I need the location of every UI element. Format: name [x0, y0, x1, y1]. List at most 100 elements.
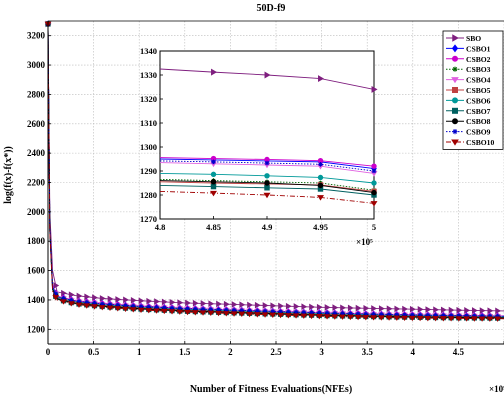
data-point: [153, 308, 160, 314]
data-point: [408, 315, 416, 322]
data-point: [114, 306, 122, 312]
data-point: [60, 299, 67, 305]
data-point: [317, 310, 322, 316]
data-point: [84, 293, 91, 301]
data-point: [98, 305, 106, 311]
data-point: [115, 296, 122, 303]
data-point: [131, 303, 136, 309]
y-tick-label: 2600: [27, 119, 46, 129]
inset-data-point: [371, 180, 377, 186]
data-point: [247, 301, 253, 309]
inset-data-point: [210, 179, 217, 185]
data-point: [137, 307, 145, 314]
data-point: [331, 314, 339, 320]
data-point: [494, 316, 501, 322]
data-point: [129, 307, 137, 313]
inset-chart: 1270 1280 1290 1300 1310 1320 1330 1340 4.8 4.85 4…: [140, 46, 378, 247]
data-point: [385, 315, 393, 321]
data-point: [455, 316, 463, 322]
data-point: [246, 311, 253, 318]
data-point: [308, 313, 315, 320]
data-point: [355, 304, 362, 312]
data-point: [378, 305, 385, 312]
data-point: [207, 310, 215, 316]
data-point: [254, 301, 261, 309]
legend-label: CSBO2: [466, 55, 491, 64]
data-point: [91, 304, 98, 310]
data-point: [339, 314, 346, 320]
data-point: [324, 304, 331, 311]
data-point: [363, 304, 370, 312]
data-point: [84, 300, 89, 305]
data-point: [61, 296, 66, 301]
y-axis-label: log(f(x)-f(x*)): [3, 146, 14, 204]
data-point: [278, 309, 283, 314]
y-tick-label: 1800: [27, 236, 46, 246]
data-point: [440, 306, 447, 314]
data-point: [277, 312, 284, 319]
inset-data-point: [317, 195, 324, 201]
x-tick-label: 4: [411, 347, 416, 357]
data-point: [199, 310, 207, 316]
x-tick-label: 3.5: [362, 347, 374, 357]
data-point: [394, 305, 401, 313]
data-point: [92, 294, 98, 301]
data-point: [424, 315, 432, 322]
inset-y-tick-label: 1290: [140, 166, 157, 176]
data-point: [200, 300, 207, 307]
inset-data-point: [264, 185, 270, 191]
data-point: [161, 298, 168, 306]
data-point: [463, 316, 470, 322]
y-tick-label: 1600: [27, 266, 46, 276]
inset-y-tick-label: 1310: [140, 118, 157, 128]
data-point: [239, 308, 244, 313]
inset-y-tick-label: 1280: [140, 190, 157, 200]
inset-data-point: [211, 68, 218, 76]
data-point: [169, 305, 175, 311]
series-markers-sbo: [45, 20, 502, 315]
data-point: [208, 300, 215, 308]
data-point: [230, 311, 238, 317]
data-point: [409, 305, 416, 313]
legend-label: CSBO9: [466, 128, 491, 137]
data-point: [486, 316, 494, 322]
data-point: [138, 304, 144, 309]
inset-data-point: [210, 183, 217, 190]
data-point: [76, 292, 83, 300]
x-tick-label: 0: [46, 347, 51, 357]
inset-data-point: [318, 161, 323, 167]
data-point: [123, 296, 129, 304]
data-point: [439, 316, 447, 322]
y-tick-label: 1400: [27, 295, 46, 305]
data-point: [278, 302, 285, 310]
data-point: [402, 305, 409, 313]
data-point: [495, 307, 502, 315]
legend-label: CSBO5: [466, 86, 491, 95]
data-point: [316, 303, 323, 311]
legend-marker: [451, 107, 458, 114]
inset-data-point: [210, 190, 217, 197]
data-point: [269, 312, 277, 318]
data-point: [340, 304, 347, 312]
inset-x-tick-label: 4.85: [206, 222, 221, 232]
y-tick-label: 2200: [27, 178, 46, 188]
data-point: [332, 304, 339, 311]
y-tick-label: 2000: [27, 207, 46, 217]
data-point: [347, 304, 354, 312]
y-tick-label: 2400: [27, 148, 46, 158]
data-point: [284, 313, 292, 319]
series-markers-csbo9: [45, 21, 500, 319]
data-point: [292, 313, 300, 319]
inset-x-tick-label: 5: [372, 222, 376, 232]
chart-title: 50D-f9: [257, 3, 286, 14]
data-point: [433, 306, 440, 314]
data-point: [184, 309, 191, 316]
y-tick-label: 3000: [27, 60, 46, 70]
inset-data-point: [371, 189, 377, 196]
legend-marker: [452, 66, 458, 72]
data-point: [261, 312, 269, 318]
y-tick-label: 3200: [27, 31, 46, 41]
data-point: [393, 315, 401, 321]
